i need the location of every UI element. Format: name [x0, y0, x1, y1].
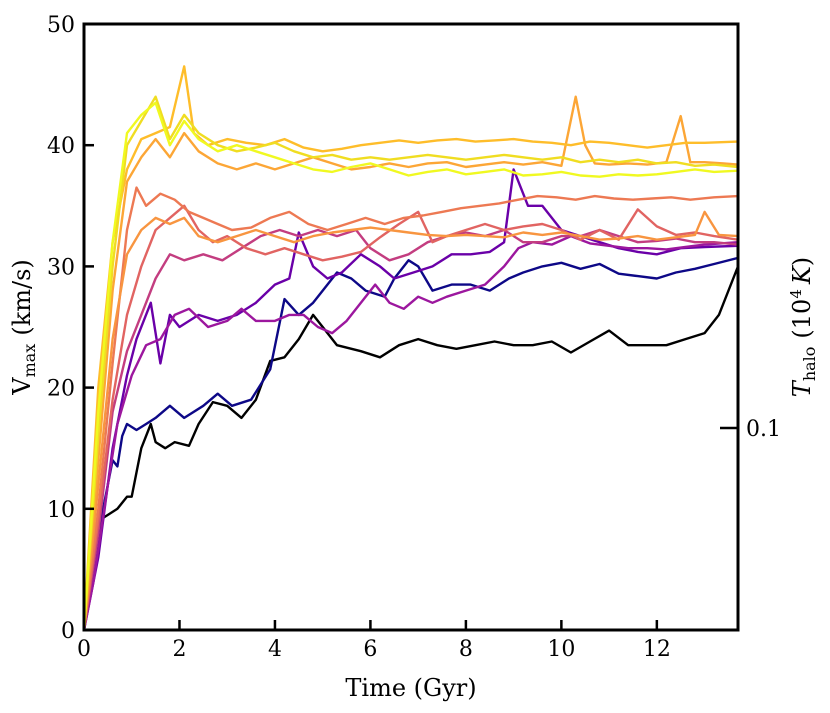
series-line-4: [84, 228, 738, 630]
plot-frame: [82, 22, 740, 632]
y2-axis-ticks: 0.112468: [720, 0, 781, 442]
y-tick-label: 20: [47, 377, 75, 402]
y2-tick-label: 0.1: [746, 417, 781, 442]
y2-axis-title-unit-close: ): [788, 257, 816, 266]
x-tick-label: 6: [363, 637, 377, 662]
y-axis-title: Vmax (km/s): [8, 259, 39, 396]
y-axis-title-main: V: [8, 377, 36, 396]
x-axis-title: Time (Gyr): [345, 674, 476, 702]
series-line-3: [84, 234, 738, 630]
series-layer: [84, 65, 738, 630]
x-tick-label: 12: [643, 637, 671, 662]
series-line-6: [84, 186, 738, 630]
series-line-9: [84, 65, 738, 630]
x-tick-label: 0: [77, 637, 91, 662]
y-axis-ticks: 0 10 20 30 40 50: [47, 13, 94, 644]
y2-axis-title-main: T: [788, 379, 816, 397]
y-axis-title-sub: max: [20, 344, 39, 378]
series-line-5: [84, 204, 738, 630]
series-line-7: [84, 210, 738, 630]
series-line-2: [84, 168, 738, 630]
x-tick-label: 2: [172, 637, 186, 662]
series-line-8: [84, 95, 738, 630]
y-tick-label: 50: [47, 13, 75, 38]
y-tick-label: 40: [47, 134, 75, 159]
y2-axis-title: Thalo (104 K): [787, 257, 819, 397]
series-line-1: [84, 256, 738, 630]
x-tick-label: 4: [268, 637, 282, 662]
y2-axis-title-sub: halo: [800, 347, 819, 382]
x-tick-label: 10: [547, 637, 575, 662]
y-tick-label: 10: [47, 498, 75, 523]
x-tick-label: 8: [459, 637, 473, 662]
series-line-11: [84, 101, 738, 630]
y-tick-label: 30: [47, 255, 75, 280]
y-tick-label: 0: [61, 619, 75, 644]
y2-axis-title-unit-open: (10: [788, 299, 816, 339]
series-line-0: [84, 265, 738, 630]
series-line-10: [84, 95, 738, 630]
x-axis-ticks: 0 2 4 6 8 10 12: [77, 620, 671, 662]
y2-axis-title-unit-sup: 4: [787, 289, 805, 299]
y-axis-title-unit: (km/s): [8, 259, 36, 335]
y2-axis-title-unit-var: K: [788, 264, 816, 285]
y2-tick-label: 1: [746, 0, 760, 5]
